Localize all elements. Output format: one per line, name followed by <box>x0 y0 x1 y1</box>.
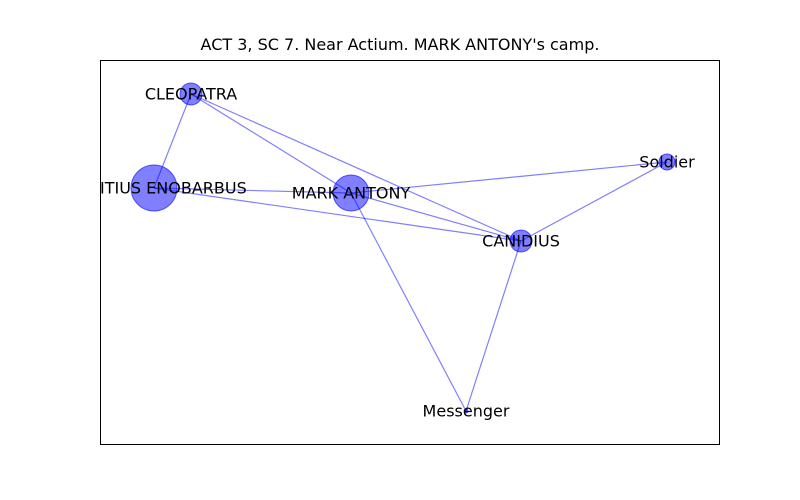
edge-enobarbus-antony <box>153 187 352 194</box>
node-label-soldier: Soldier <box>639 153 695 172</box>
edge-antony-messenger <box>350 192 467 412</box>
edge-antony-canidius <box>350 192 522 242</box>
edge-soldier-canidius <box>520 161 668 242</box>
network-graph: CLEOPATRA DOMITIUS ENOBARBUS MARK ANTONY So… <box>101 82 695 421</box>
node-antony <box>332 174 370 212</box>
edge-enobarbus-canidius <box>153 187 522 242</box>
node-layer <box>130 82 676 414</box>
node-cleopatra <box>179 82 203 106</box>
node-label-cleopatra: CLEOPATRA <box>145 85 237 104</box>
node-label-canidius: CANIDIUS <box>482 232 560 251</box>
edge-canidius-messenger <box>465 240 522 412</box>
label-layer: CLEOPATRA DOMITIUS ENOBARBUS MARK ANTONY So… <box>101 85 695 421</box>
graph-title: ACT 3, SC 7. Near Actium. MARK ANTONY's … <box>200 35 600 54</box>
node-label-enobarbus: DOMITIUS ENOBARBUS <box>101 179 247 198</box>
graph-frame: CLEOPATRA DOMITIUS ENOBARBUS MARK ANTONY So… <box>100 60 720 445</box>
node-soldier <box>658 153 676 171</box>
node-messenger <box>463 408 469 414</box>
edge-cleopatra-canidius <box>190 93 522 242</box>
edge-cleopatra-antony <box>190 93 352 194</box>
node-label-messenger: Messenger <box>423 402 510 421</box>
node-enobarbus <box>130 164 178 212</box>
edge-antony-soldier <box>350 161 668 194</box>
node-label-antony: MARK ANTONY <box>292 184 411 203</box>
edge-layer <box>153 93 668 412</box>
node-canidius <box>509 229 533 253</box>
